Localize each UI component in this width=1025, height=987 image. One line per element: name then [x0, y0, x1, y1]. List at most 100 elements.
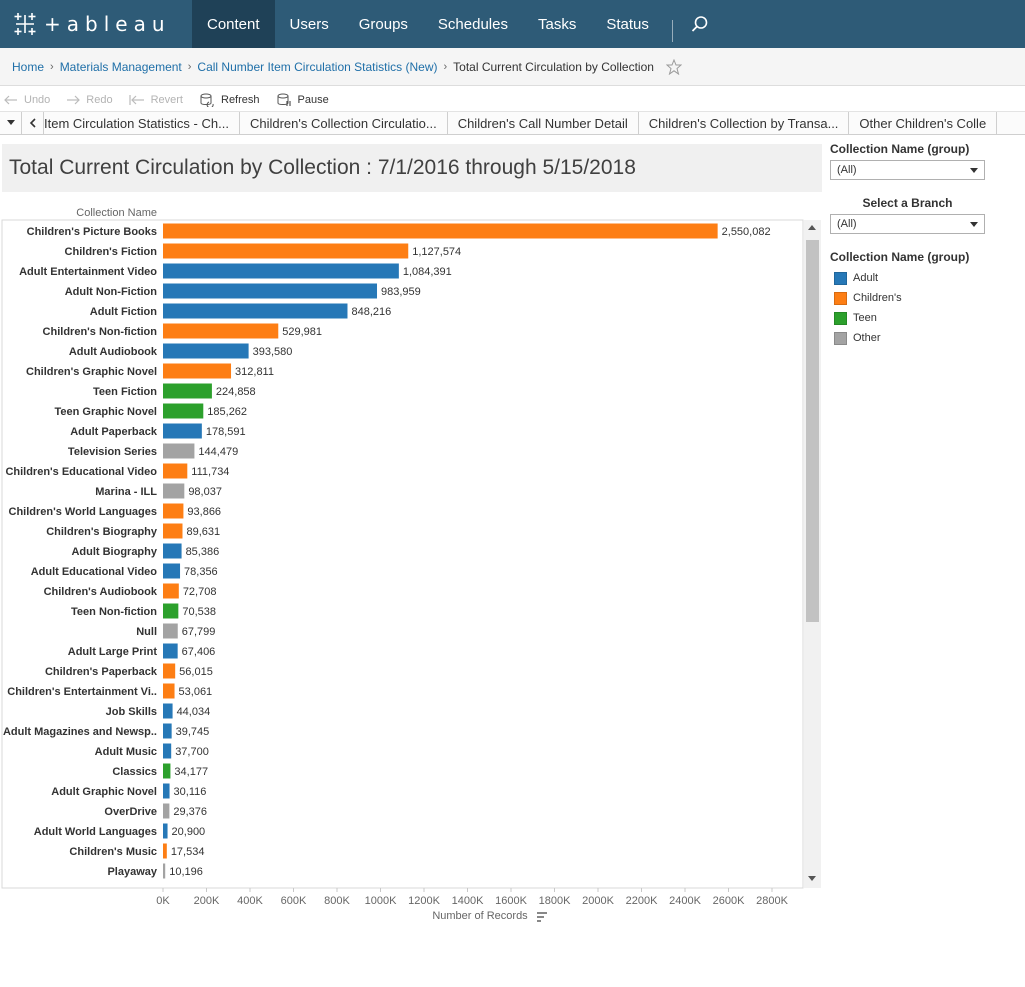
- bar[interactable]: [163, 243, 409, 259]
- nav-status[interactable]: Status: [606, 15, 649, 33]
- bar-value-label: 111,734: [191, 466, 229, 478]
- bar-value-label: 78,356: [184, 566, 218, 578]
- collection-filter-label: Collection Name (group): [830, 142, 970, 156]
- bar[interactable]: [163, 423, 202, 439]
- nav-content[interactable]: Content: [192, 0, 275, 48]
- category-label: Children's Audiobook: [44, 586, 158, 598]
- refresh-button[interactable]: Refresh: [199, 93, 260, 107]
- legend-label: Teen: [853, 312, 877, 324]
- bar[interactable]: [163, 223, 718, 239]
- bar[interactable]: [163, 643, 178, 659]
- legend-swatch: [834, 271, 847, 285]
- breadcrumb-workbook[interactable]: Call Number Item Circulation Statistics …: [197, 59, 438, 74]
- logo-text: +ableau: [44, 12, 171, 36]
- x-tick-label: 2800K: [756, 895, 788, 907]
- bar-value-label: 10,196: [169, 866, 203, 878]
- legend-item-childrens[interactable]: Children's: [830, 288, 1020, 308]
- tabs-menu-button[interactable]: [0, 112, 22, 134]
- legend-swatch: [834, 331, 847, 345]
- bar-value-label: 98,037: [188, 486, 222, 498]
- bar-value-label: 312,811: [235, 366, 274, 378]
- category-label: Children's Fiction: [65, 246, 158, 258]
- sort-icon[interactable]: [537, 912, 547, 922]
- bar[interactable]: [163, 803, 170, 819]
- collection-filter-value: (All): [837, 164, 857, 176]
- view-title-box: Total Current Circulation by Collection …: [2, 144, 822, 192]
- bar[interactable]: [163, 483, 185, 499]
- nav-items: Content Users Groups Schedules Tasks Sta…: [192, 0, 664, 48]
- nav-groups[interactable]: Groups: [358, 15, 408, 33]
- bar[interactable]: [163, 263, 399, 279]
- bar-value-label: 393,580: [253, 346, 293, 358]
- bar[interactable]: [163, 563, 181, 579]
- search-icon: [691, 16, 708, 32]
- bar[interactable]: [163, 863, 166, 879]
- bar-value-label: 29,376: [173, 806, 207, 818]
- bar[interactable]: [163, 523, 183, 539]
- tab-item-circulation-statistics[interactable]: Item Circulation Statistics - Ch...: [44, 112, 240, 134]
- bar[interactable]: [163, 743, 172, 759]
- bar[interactable]: [163, 383, 212, 399]
- nav-tasks[interactable]: Tasks: [537, 15, 577, 33]
- tableau-logo[interactable]: +ableau: [0, 0, 192, 48]
- bar[interactable]: [163, 283, 378, 299]
- tab-childrens-collection-by-transaction[interactable]: Children's Collection by Transa...: [639, 112, 850, 134]
- category-label: Null: [136, 626, 157, 638]
- bar[interactable]: [163, 583, 179, 599]
- redo-button[interactable]: Redo: [66, 94, 113, 106]
- legend-item-adult[interactable]: Adult: [830, 268, 1020, 288]
- bar[interactable]: [163, 663, 176, 679]
- bar-value-label: 848,216: [351, 306, 391, 318]
- nav-users[interactable]: Users: [289, 15, 329, 33]
- category-label: Teen Non-fiction: [71, 606, 157, 618]
- revert-button[interactable]: Revert: [128, 94, 183, 106]
- bar[interactable]: [163, 323, 279, 339]
- bar[interactable]: [163, 723, 172, 739]
- bar[interactable]: [163, 603, 179, 619]
- legend-item-other[interactable]: Other: [830, 328, 1020, 348]
- undo-button[interactable]: Undo: [4, 94, 50, 106]
- scroll-down-arrow-icon[interactable]: [808, 876, 816, 881]
- bar[interactable]: [163, 403, 204, 419]
- bar[interactable]: [163, 683, 175, 699]
- bar[interactable]: [163, 443, 195, 459]
- bar[interactable]: [163, 703, 173, 719]
- triangle-down-icon: [6, 120, 15, 125]
- bar[interactable]: [163, 623, 178, 639]
- search-button[interactable]: [683, 0, 709, 48]
- category-label: Adult Music: [95, 746, 157, 758]
- bar[interactable]: [163, 503, 184, 519]
- category-label: Adult Magazines and Newsp..: [3, 726, 157, 738]
- favorite-button[interactable]: [665, 58, 682, 75]
- breadcrumb-home[interactable]: Home: [12, 59, 45, 74]
- branch-filter-dropdown[interactable]: (All): [830, 214, 985, 234]
- bar[interactable]: [163, 343, 249, 359]
- x-tick-label: 1400K: [452, 895, 484, 907]
- pause-button[interactable]: Pause: [276, 93, 329, 107]
- bar[interactable]: [163, 823, 168, 839]
- tab-childrens-call-number-detail[interactable]: Children's Call Number Detail: [448, 112, 639, 134]
- branch-filter-label: Select a Branch: [862, 196, 953, 210]
- bar[interactable]: [163, 543, 182, 559]
- breadcrumb-project[interactable]: Materials Management: [59, 59, 182, 74]
- bar[interactable]: [163, 763, 171, 779]
- category-label: Adult Large Print: [68, 646, 158, 658]
- bar[interactable]: [163, 303, 348, 319]
- tab-childrens-collection-circulation[interactable]: Children's Collection Circulatio...: [240, 112, 448, 134]
- tabs-prev-button[interactable]: [22, 112, 44, 134]
- nav-schedules[interactable]: Schedules: [437, 15, 508, 33]
- category-label: Children's Educational Video: [5, 466, 157, 478]
- bar[interactable]: [163, 363, 232, 379]
- chart-scrollbar-thumb[interactable]: [806, 240, 819, 622]
- tab-other-childrens-collection[interactable]: Other Children's Colle: [849, 112, 998, 134]
- bar[interactable]: [163, 463, 188, 479]
- scroll-up-arrow-icon[interactable]: [808, 225, 816, 230]
- legend-item-teen[interactable]: Teen: [830, 308, 1020, 328]
- sheet-tabs: Item Circulation Statistics - Ch... Chil…: [0, 112, 1025, 135]
- undo-arrow-icon: [4, 95, 17, 104]
- collection-filter-dropdown[interactable]: (All): [830, 160, 985, 180]
- bar[interactable]: [163, 783, 170, 799]
- category-label: Job Skills: [106, 706, 157, 718]
- bar[interactable]: [163, 843, 167, 859]
